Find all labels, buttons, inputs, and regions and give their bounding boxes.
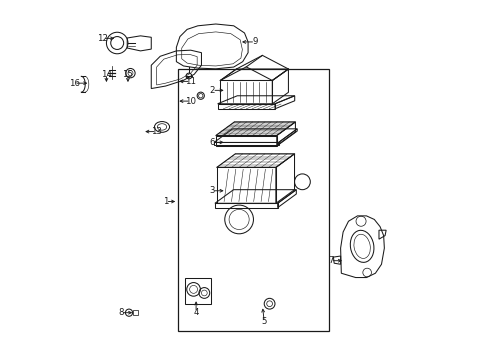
Text: 2: 2 <box>209 86 215 95</box>
Text: 4: 4 <box>193 308 199 317</box>
Text: 13: 13 <box>151 127 162 136</box>
Bar <box>184 278 210 304</box>
Text: 8: 8 <box>118 308 123 317</box>
Bar <box>132 310 138 315</box>
Text: 11: 11 <box>185 77 196 86</box>
Bar <box>178 69 328 330</box>
Text: 5: 5 <box>261 317 266 326</box>
Text: 15: 15 <box>122 70 133 79</box>
Text: 10: 10 <box>185 96 196 105</box>
Text: 16: 16 <box>68 79 80 88</box>
Text: 9: 9 <box>252 37 257 46</box>
Text: 3: 3 <box>209 186 215 195</box>
Text: 6: 6 <box>209 138 215 147</box>
Text: 14: 14 <box>101 70 112 79</box>
Text: 7: 7 <box>327 256 333 265</box>
Text: 1: 1 <box>163 197 168 206</box>
Text: 12: 12 <box>97 34 108 43</box>
